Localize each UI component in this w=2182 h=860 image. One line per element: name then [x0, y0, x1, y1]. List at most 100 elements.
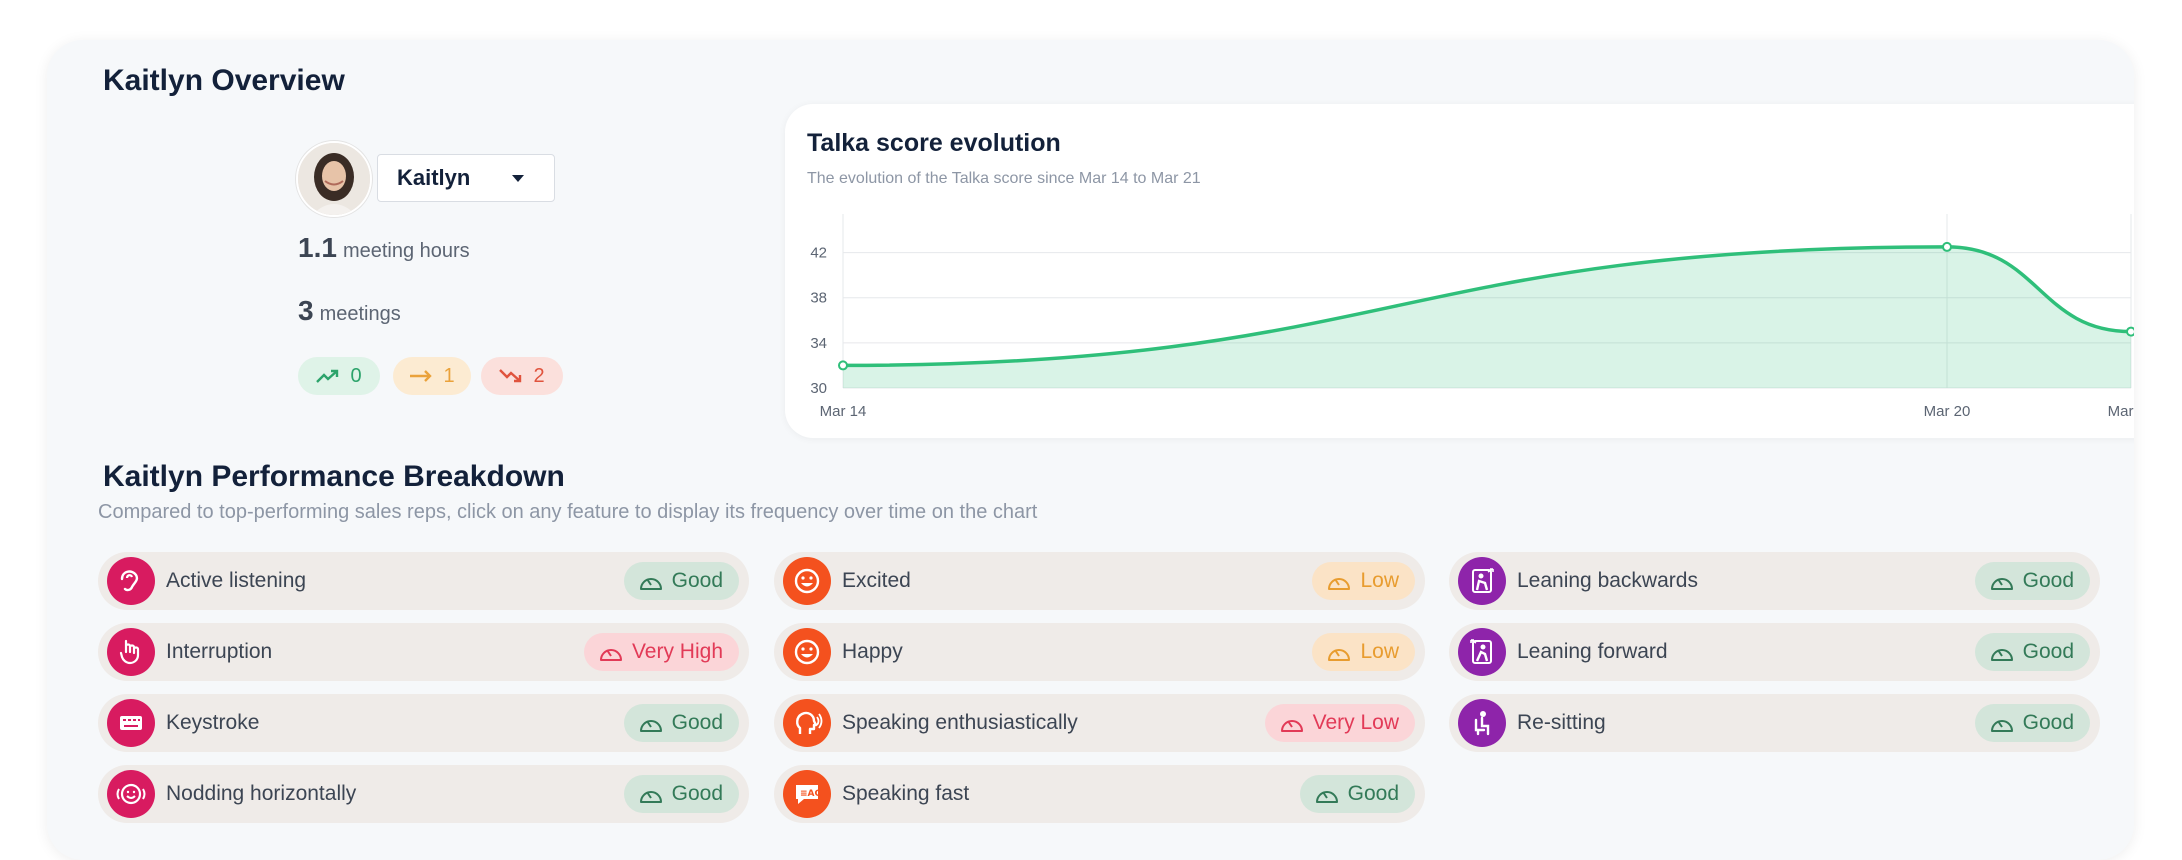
avatar [296, 141, 372, 217]
rating-text: Good [2022, 569, 2074, 592]
trend-up-badge: 0 [298, 357, 380, 395]
rating-badge: Good [623, 704, 739, 742]
trend-up-count: 0 [350, 364, 362, 387]
x-tick-label: Mar 21 [2108, 403, 2134, 420]
hand-pointer-icon [107, 628, 155, 676]
score-chart-card: Talka score evolution The evolution of t… [785, 104, 2134, 438]
rating-badge: Good [1974, 562, 2090, 600]
feature-label: Active listening [166, 569, 307, 592]
meeting-hours-value: 1.1 [298, 232, 337, 263]
rating-badge: Very Low [1264, 704, 1415, 742]
rating-text: Good [2022, 711, 2074, 734]
y-tick-label: 42 [810, 245, 827, 262]
feature-row-speaking-fast[interactable]: ≡AC Speaking fast Good [774, 765, 1425, 823]
meetings-value: 3 [298, 295, 314, 326]
area-fill [843, 246, 2131, 388]
rating-badge: Good [1974, 633, 2090, 671]
trend-down-count: 2 [533, 364, 545, 387]
trend-up-icon [316, 369, 339, 383]
rating-text: Very High [631, 640, 723, 663]
feature-row-happy[interactable]: Happy Low [774, 623, 1425, 681]
meetings-stat: 3 meetings [298, 295, 401, 327]
user-select-value: Kaitlyn [397, 165, 471, 190]
rating-badge: Good [623, 562, 739, 600]
keyboard-icon [107, 699, 155, 747]
speaking-head-icon [783, 699, 831, 747]
feature-row-leaning-forward[interactable]: Leaning forward Good [1449, 623, 2100, 681]
series-line [842, 245, 2132, 368]
rating-text: Good [671, 711, 723, 734]
user-select[interactable]: Kaitlyn [377, 154, 555, 202]
y-tick-label: 30 [810, 380, 827, 397]
rating-badge: Very High [583, 633, 739, 671]
trend-flat-badge: 1 [393, 357, 471, 395]
meeting-hours-label: meeting hours [342, 240, 470, 262]
feature-label: Leaning forward [1517, 640, 1668, 663]
feature-row-nodding-horizontally[interactable]: Nodding horizontally Good [98, 765, 749, 823]
meeting-hours-stat: 1.1 meeting hours [298, 232, 470, 264]
gauge-icon [639, 578, 662, 590]
y-tick-label: 34 [810, 335, 827, 352]
trend-flat-count: 1 [443, 364, 455, 387]
speech-bubble-icon: ≡AC [783, 770, 831, 818]
nodding-face-icon [107, 770, 155, 818]
feature-label: Leaning backwards [1517, 569, 1698, 592]
rating-text: Good [1347, 782, 1399, 805]
rating-text: Good [671, 782, 723, 805]
score-chart[interactable]: 30 34 38 42 Mar 14 Mar 20 Mar 21 [785, 104, 2134, 438]
rating-text: Very Low [1312, 711, 1399, 734]
feature-row-excited[interactable]: Excited Low [774, 552, 1425, 610]
gauge-icon [1280, 720, 1303, 732]
x-tick-label: Mar 14 [820, 403, 867, 420]
rating-text: Low [1360, 569, 1399, 592]
person-sitting-icon [1458, 699, 1506, 747]
gauge-icon [1990, 578, 2013, 590]
gauge-icon [1315, 791, 1338, 803]
gauge-icon [1328, 649, 1351, 661]
overview-title: Kaitlyn Overview [103, 64, 345, 97]
feature-row-speaking-enthusiastically[interactable]: Speaking enthusiastically Very Low [774, 694, 1425, 752]
feature-row-interruption[interactable]: Interruption Very High [98, 623, 749, 681]
rating-badge: Low [1312, 562, 1415, 600]
smile-icon [783, 628, 831, 676]
feature-row-leaning-backwards[interactable]: Leaning backwards Good [1449, 552, 2100, 610]
gauge-icon [1990, 649, 2013, 661]
person-leaning-back-icon [1458, 557, 1506, 605]
chart-subtitle: The evolution of the Talka score since M… [807, 170, 1201, 187]
smile-icon [783, 557, 831, 605]
feature-label: Speaking enthusiastically [842, 711, 1078, 734]
chevron-down-icon [512, 175, 524, 182]
meetings-label: meetings [319, 303, 401, 325]
rating-text: Low [1360, 640, 1399, 663]
feature-row-re-sitting[interactable]: Re-sitting Good [1449, 694, 2100, 752]
data-point [1942, 241, 1952, 252]
performance-title: Kaitlyn Performance Breakdown [103, 460, 565, 493]
feature-label: Happy [842, 640, 903, 663]
feature-label: Keystroke [166, 711, 260, 734]
feature-label: Excited [842, 569, 911, 592]
trend-down-icon [499, 369, 522, 383]
chart-title: Talka score evolution [807, 129, 1061, 157]
data-point [2126, 326, 2134, 337]
ear-icon [107, 557, 155, 605]
rating-badge: Good [1974, 704, 2090, 742]
rating-badge: Good [623, 775, 739, 813]
x-tick-label: Mar 20 [1924, 403, 1971, 420]
gauge-icon [639, 720, 662, 732]
feature-row-active-listening[interactable]: Active listening Good [98, 552, 749, 610]
gauge-icon [599, 649, 622, 661]
feature-row-keystroke[interactable]: Keystroke Good [98, 694, 749, 752]
svg-text:≡AC: ≡AC [800, 789, 822, 799]
rating-badge: Low [1312, 633, 1415, 671]
gauge-icon [1990, 720, 2013, 732]
feature-label: Re-sitting [1517, 711, 1606, 734]
gauge-icon [1328, 578, 1351, 590]
feature-label: Interruption [166, 640, 273, 663]
gauge-icon [639, 791, 662, 803]
data-point [838, 360, 848, 371]
performance-subtitle: Compared to top-performing sales reps, c… [98, 501, 1038, 523]
overview-card: Kaitlyn Overview Kaitlyn 1.1 meeting hour… [47, 40, 2134, 860]
arrow-right-icon [410, 370, 433, 382]
rating-text: Good [2022, 640, 2074, 663]
rating-text: Good [671, 569, 723, 592]
